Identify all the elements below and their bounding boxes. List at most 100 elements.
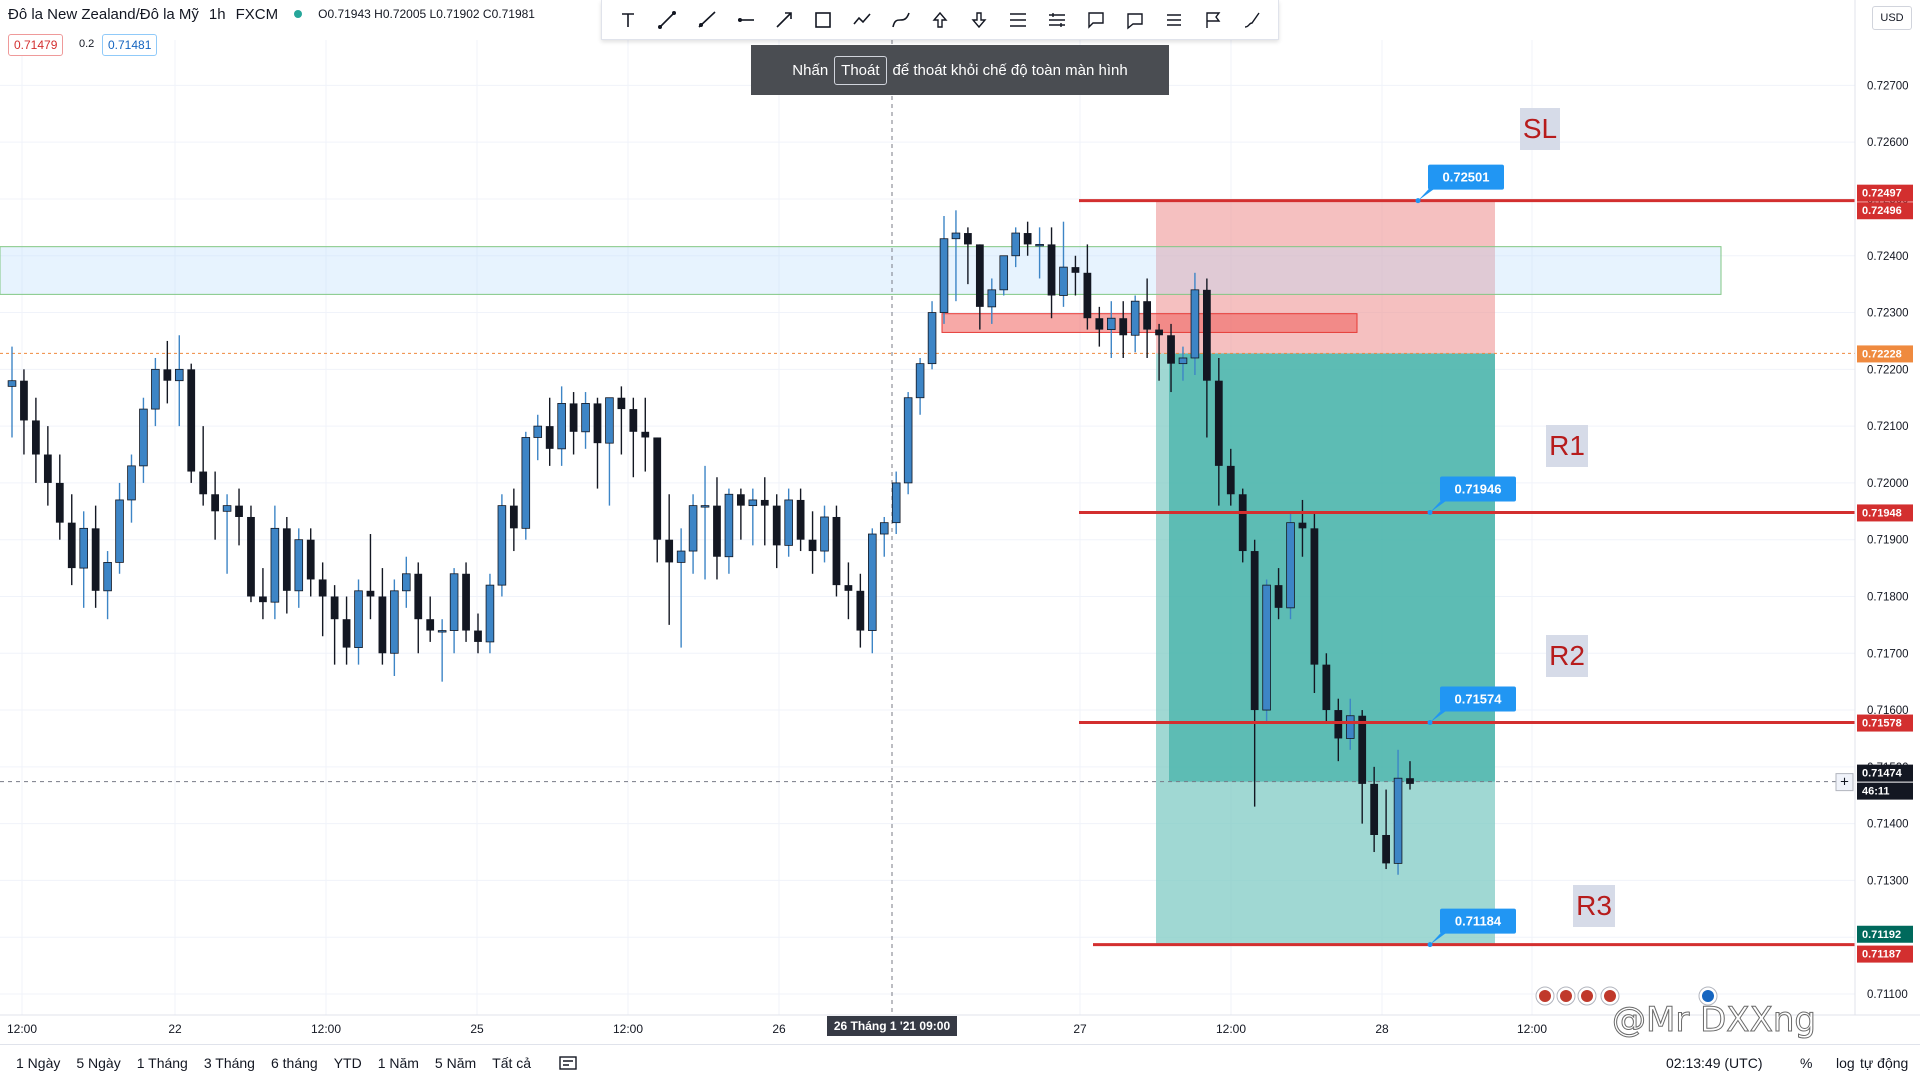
candle bbox=[426, 619, 435, 631]
range-3m[interactable]: 3 Tháng bbox=[203, 1055, 255, 1071]
price-axis-label bbox=[1857, 764, 1913, 782]
callout-tool-button[interactable] bbox=[1082, 6, 1110, 34]
candle bbox=[676, 550, 686, 563]
symbol-name[interactable]: Đô la New Zealand/Đô la Mỹ bbox=[8, 5, 199, 23]
add-alert-button[interactable] bbox=[1835, 773, 1854, 792]
candle bbox=[497, 505, 507, 586]
candle bbox=[342, 619, 351, 648]
price-axis-label bbox=[1857, 345, 1913, 363]
candle bbox=[891, 482, 901, 524]
horizontal-ray-tool-button[interactable] bbox=[731, 6, 759, 34]
rectangle-icon bbox=[814, 11, 831, 28]
price-axis-label-text: 0.71474 bbox=[1862, 768, 1903, 780]
candle bbox=[688, 505, 698, 552]
auto-toggle[interactable]: tự động bbox=[1860, 1055, 1909, 1071]
price-tick-label: 0.71400 bbox=[1867, 819, 1909, 831]
percent-toggle[interactable]: % bbox=[1800, 1055, 1813, 1071]
price-tick-label: 0.72400 bbox=[1867, 251, 1909, 263]
candle bbox=[868, 533, 877, 631]
candle bbox=[414, 573, 423, 620]
time-tick-label: 27 bbox=[1073, 1022, 1087, 1036]
trend-line-tool-button[interactable] bbox=[653, 6, 681, 34]
flag-icon bbox=[1560, 990, 1572, 1002]
price-tick-label: 0.72700 bbox=[1867, 80, 1909, 92]
label-sl[interactable]: SL bbox=[1520, 108, 1560, 150]
candle bbox=[318, 579, 327, 597]
clock[interactable]: 02:13:49 (UTC) bbox=[1666, 1055, 1763, 1071]
candle bbox=[151, 368, 160, 410]
price-tick-label: 0.72300 bbox=[1867, 308, 1909, 320]
arrow-line-tool-button[interactable] bbox=[770, 6, 798, 34]
compare-icon[interactable] bbox=[559, 1056, 577, 1070]
range-5y[interactable]: 5 Năm bbox=[434, 1055, 477, 1071]
ray-tool-button[interactable] bbox=[692, 6, 720, 34]
price-axis-label bbox=[1857, 945, 1913, 963]
price-range-tool-button[interactable] bbox=[1004, 6, 1032, 34]
brush-icon bbox=[1245, 12, 1260, 28]
time-axis[interactable] bbox=[0, 1015, 1920, 1044]
candle bbox=[1083, 272, 1092, 319]
watermark: @Mr DXXng bbox=[1611, 1000, 1817, 1041]
supply-zone[interactable] bbox=[0, 246, 1722, 295]
candle bbox=[1023, 233, 1032, 245]
arrow-up-tool-button[interactable] bbox=[926, 6, 954, 34]
range-1d[interactable]: 1 Ngày bbox=[16, 1055, 61, 1071]
candle bbox=[449, 573, 459, 631]
candle bbox=[1106, 317, 1116, 330]
candle bbox=[1071, 267, 1080, 273]
candle bbox=[1250, 551, 1259, 711]
label-r2[interactable]: R2 bbox=[1546, 635, 1588, 677]
label-r1[interactable]: R1 bbox=[1546, 425, 1588, 467]
currency-button[interactable]: USD bbox=[1872, 6, 1912, 30]
candle bbox=[127, 465, 136, 501]
candle bbox=[79, 527, 88, 569]
timeframe[interactable]: 1h bbox=[208, 5, 226, 23]
candle bbox=[1370, 783, 1379, 835]
log-toggle[interactable]: log bbox=[1836, 1055, 1855, 1071]
candle bbox=[1274, 585, 1283, 608]
range-1y[interactable]: 1 Năm bbox=[377, 1055, 419, 1071]
brush-tool-button[interactable] bbox=[1238, 6, 1266, 34]
price-axis-label-text: 0.71578 bbox=[1862, 718, 1902, 730]
range-all[interactable]: Tất cả bbox=[492, 1055, 532, 1071]
sell-price-box[interactable]: 0.71479 bbox=[8, 34, 64, 56]
range-1m[interactable]: 1 Tháng bbox=[136, 1055, 188, 1071]
comment-tool-button[interactable] bbox=[1121, 6, 1149, 34]
candle bbox=[1130, 300, 1140, 336]
candle bbox=[641, 431, 650, 438]
candle bbox=[7, 380, 17, 387]
candle bbox=[1190, 289, 1200, 359]
curve-tool-button[interactable] bbox=[887, 6, 915, 34]
candle bbox=[581, 403, 590, 433]
candle bbox=[808, 539, 817, 552]
range-5d[interactable]: 5 Ngày bbox=[76, 1055, 121, 1071]
candle bbox=[1047, 244, 1056, 296]
range-ytd[interactable]: YTD bbox=[333, 1055, 362, 1071]
flag-tool-button[interactable] bbox=[1199, 6, 1227, 34]
candle bbox=[222, 505, 232, 512]
date-range-tool-button[interactable] bbox=[1043, 6, 1071, 34]
price-axis-label bbox=[1857, 184, 1913, 202]
candle bbox=[700, 505, 710, 508]
range-6m[interactable]: 6 tháng bbox=[270, 1055, 318, 1071]
note-tool-button[interactable] bbox=[1160, 6, 1188, 34]
candle bbox=[139, 408, 148, 467]
callout-pointer bbox=[1430, 499, 1448, 513]
text-tool-button[interactable] bbox=[614, 6, 642, 34]
path-tool-button[interactable] bbox=[848, 6, 876, 34]
label-r3[interactable]: R3 bbox=[1573, 885, 1615, 927]
candle bbox=[1358, 715, 1367, 784]
candle bbox=[1345, 715, 1355, 739]
price-callout[interactable] bbox=[1440, 686, 1516, 712]
candle bbox=[1322, 664, 1331, 711]
buy-price-box[interactable]: 0.71481 bbox=[102, 34, 158, 56]
rectangle-tool-button[interactable] bbox=[809, 6, 837, 34]
date-range-icon bbox=[1049, 12, 1066, 27]
price-callout[interactable] bbox=[1428, 164, 1504, 190]
price-callout[interactable] bbox=[1440, 476, 1516, 502]
candle bbox=[951, 232, 961, 240]
arrow-down-tool-button[interactable] bbox=[965, 6, 993, 34]
price-callout[interactable] bbox=[1440, 908, 1516, 934]
flag-icon bbox=[1702, 990, 1714, 1002]
